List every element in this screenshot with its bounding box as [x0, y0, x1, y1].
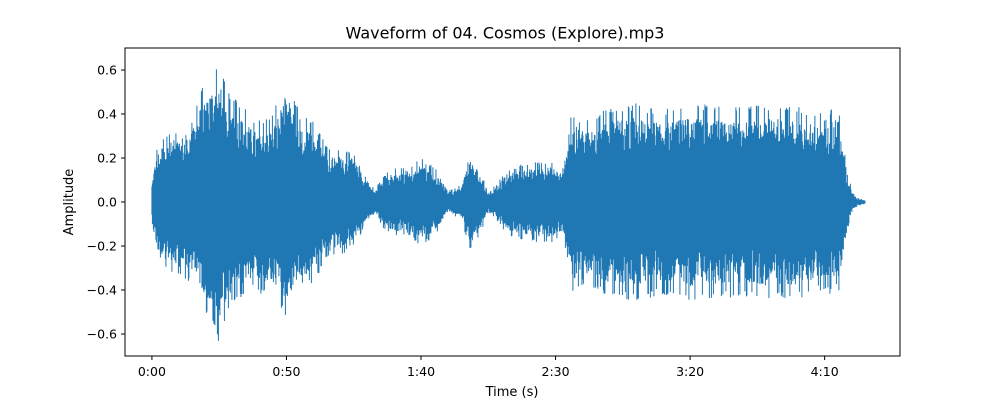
y-axis: 0.6 0.4 0.2 0.0 −0.2 −0.4 −0.6	[87, 63, 125, 342]
y-tick-label: 0.6	[97, 63, 117, 78]
chart-title: Waveform of 04. Cosmos (Explore).mp3	[346, 24, 665, 43]
x-tick-label: 0:50	[272, 364, 300, 379]
x-tick-label: 0:00	[138, 364, 166, 379]
y-tick-label: 0.4	[97, 107, 117, 122]
y-tick-label: −0.6	[87, 327, 117, 342]
x-axis: 0:00 0:50 1:40 2:30 3:20 4:10	[138, 356, 839, 379]
x-axis-label: Time (s)	[485, 385, 539, 400]
y-axis-label: Amplitude	[62, 169, 77, 236]
waveform-line	[151, 69, 866, 341]
y-tick-label: 0.2	[97, 151, 117, 166]
x-tick-label: 4:10	[811, 364, 839, 379]
x-tick-label: 2:30	[542, 364, 570, 379]
y-tick-label: 0.0	[97, 195, 117, 210]
x-tick-label: 1:40	[407, 364, 435, 379]
x-tick-label: 3:20	[676, 364, 704, 379]
waveform-series	[151, 69, 866, 341]
y-tick-label: −0.2	[87, 239, 117, 254]
y-tick-label: −0.4	[87, 283, 117, 298]
plot-area	[151, 69, 866, 341]
